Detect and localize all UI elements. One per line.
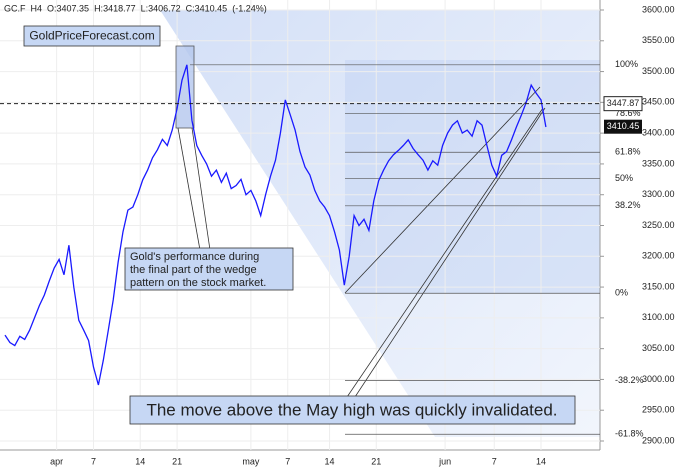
y-tick-label: 3350.00 (642, 158, 675, 168)
price-line (4, 64, 547, 386)
annotation: The move above the May high was quickly … (146, 400, 557, 419)
pointer-line (191, 127, 211, 251)
watermark-box (23, 25, 161, 47)
x-tick-label: 21 (371, 456, 381, 466)
fib-label: 0% (615, 288, 628, 298)
annotation-box (124, 247, 294, 291)
x-tick-label: 14 (135, 456, 145, 466)
y-tick-label: 3250.00 (642, 220, 675, 230)
y-tick-label: 3450.00 (642, 97, 675, 107)
y-tick-label: 2900.00 (642, 435, 675, 445)
y-tick-label: 3100.00 (642, 312, 675, 322)
header-text: H:3418.77 (94, 3, 136, 13)
header-text: L:3406.72 (141, 3, 181, 13)
price-tag-label: 3447.87 (607, 98, 640, 108)
header-text: H4 (31, 3, 43, 13)
watermark: GoldPriceForecast.com (29, 29, 154, 43)
y-tick-label: 2950.00 (642, 405, 675, 415)
fib-label: -38.2% (615, 375, 644, 385)
highlight-box (175, 45, 195, 129)
y-tick-label: 3000.00 (642, 374, 675, 384)
y-tick-label: 3300.00 (642, 189, 675, 199)
x-tick-label: 7 (285, 456, 290, 466)
price-tag (603, 96, 643, 112)
x-tick-label: jun (438, 456, 451, 466)
fib-label: 100% (615, 59, 638, 69)
annotation-box (129, 395, 576, 425)
price-tag-label: 3410.45 (607, 121, 640, 131)
y-tick-label: 3200.00 (642, 251, 675, 261)
trend-line (344, 107, 544, 401)
x-tick-label: apr (50, 456, 63, 466)
y-tick-label: 3600.00 (642, 4, 675, 14)
fib-label: 78.6% (615, 108, 641, 118)
x-tick-label: 14 (536, 456, 546, 466)
trend-line (352, 107, 546, 401)
price-tag (604, 119, 642, 134)
x-tick-label: 21 (172, 456, 182, 466)
x-tick-label: 7 (492, 456, 497, 466)
annotation: the final part of the wedge (130, 264, 257, 276)
header-text: O:3407.35 (47, 3, 89, 13)
header-text: (-1.24%) (232, 3, 267, 13)
y-tick-label: 3050.00 (642, 343, 675, 353)
fib-label: 50% (615, 173, 633, 183)
trend-line (344, 86, 541, 294)
y-tick-label: 3500.00 (642, 66, 675, 76)
x-tick-label: may (242, 456, 260, 466)
y-tick-label: 3400.00 (642, 128, 675, 138)
x-tick-label: 14 (325, 456, 335, 466)
fib-label: 38.2% (615, 200, 641, 210)
fan-shade (160, 10, 600, 437)
fib-label: 61.8% (615, 147, 641, 157)
fib-box (345, 60, 600, 293)
y-tick-label: 3550.00 (642, 35, 675, 45)
header-text: GC.F (4, 3, 26, 13)
y-tick-label: 3150.00 (642, 281, 675, 291)
annotation: pattern on the stock market. (130, 277, 266, 289)
x-tick-label: 7 (91, 456, 96, 466)
fib-label: -61.8% (615, 429, 644, 439)
pointer-line (177, 127, 201, 251)
annotation: Gold's performance during (130, 251, 259, 263)
header-text: C:3410.45 (186, 3, 228, 13)
